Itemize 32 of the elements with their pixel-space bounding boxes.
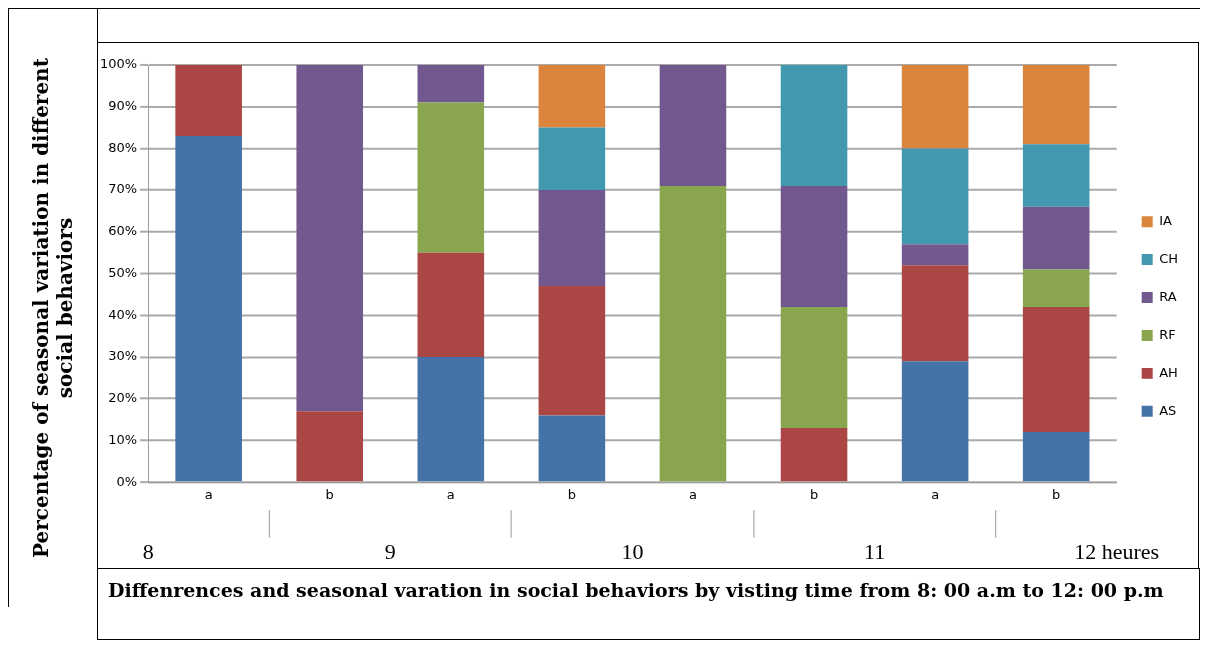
x2-tick-label: 11 — [864, 538, 886, 564]
x-tick-label: a — [931, 487, 940, 503]
y-tick-label: 40% — [108, 306, 138, 322]
text: Diffenrences and seasonal varation in social behaviors by visting time from 8: 00 a.m to 12: 00 p.m — [97, 568, 1200, 640]
x2-tick-label: 10 — [621, 538, 644, 564]
y-tick-label: 20% — [108, 390, 138, 406]
legend-label: CH — [1159, 250, 1178, 266]
x-tick-label: a — [204, 487, 213, 503]
legend-label: IA — [1159, 213, 1173, 229]
y-tick-label: 80% — [108, 139, 138, 155]
y-tick-label: 50% — [108, 264, 138, 280]
y-tick-label: 10% — [108, 431, 138, 447]
y-axis-title: Percentage of seasonal variation in different social behaviors — [29, 57, 77, 560]
x-tick-label: b — [325, 487, 334, 503]
legend-label: RF — [1159, 326, 1176, 342]
x2-tick-label: 9 — [384, 538, 396, 564]
legend-label: AS — [1159, 402, 1177, 418]
x-tick-label: a — [688, 487, 697, 503]
x2-tick-label: 12 heures — [1074, 538, 1160, 564]
y-tick-label: 60% — [108, 223, 138, 239]
y-tick-label: 100% — [100, 56, 138, 72]
x-tick-label: a — [446, 487, 455, 503]
x-tick-label: b — [1052, 487, 1061, 503]
x-tick-label: b — [567, 487, 576, 503]
y-tick-label: 90% — [108, 98, 138, 114]
legend-label: AH — [1159, 364, 1178, 380]
legend-label: RA — [1159, 288, 1177, 304]
y-tick-label: 0% — [116, 473, 138, 489]
y-tick-label: 70% — [108, 181, 138, 197]
x-tick-label: b — [809, 487, 819, 503]
x2-tick-label: 8 — [142, 538, 154, 564]
y-tick-label: 30% — [108, 348, 138, 364]
